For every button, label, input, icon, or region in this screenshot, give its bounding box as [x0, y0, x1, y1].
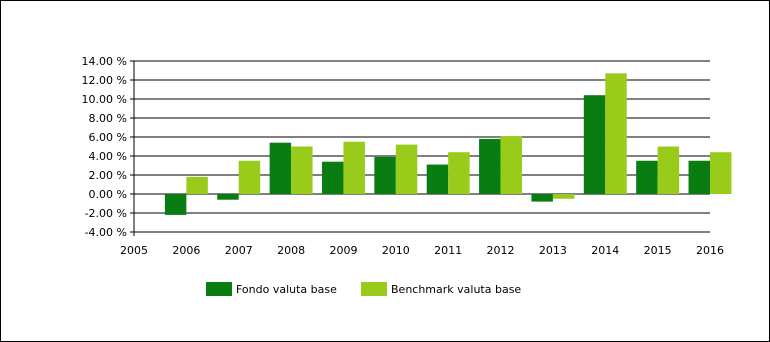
y-tick-labels: -4.00 % -2.00 % 0.00 % 2.00 % 4.00 % 6.00 % 8.…	[82, 55, 127, 239]
x-tick-label: 2005	[120, 244, 148, 257]
legend-swatch-fondo	[206, 282, 232, 296]
bar-benchmark-2006	[186, 176, 208, 194]
bar-benchmark-2015	[657, 146, 680, 194]
x-tick-label: 2016	[696, 244, 724, 257]
x-tick-label: 2012	[487, 244, 515, 257]
x-tick-label: 2006	[172, 244, 200, 257]
bar-fondo-2006	[164, 194, 187, 215]
bar-benchmark-2007	[238, 160, 261, 194]
x-tick-label: 2013	[539, 244, 567, 257]
bar-benchmark-2008	[291, 146, 313, 194]
bar-benchmark-2013	[552, 194, 575, 199]
legend-label-fondo: Fondo valuta base	[236, 283, 337, 296]
legend: Fondo valuta base Benchmark valuta base	[206, 282, 521, 296]
bar-benchmark-2011	[448, 152, 470, 194]
bar-fondo-2007	[217, 194, 239, 200]
x-tick-label: 2014	[591, 244, 619, 257]
y-tick-label: -2.00 %	[85, 207, 127, 220]
x-tick-label: 2011	[434, 244, 462, 257]
y-tick-label: 12.00 %	[82, 74, 127, 87]
y-tick-label: 4.00 %	[89, 150, 127, 163]
bar-benchmark-2009	[343, 141, 365, 194]
bar-fondo-2010	[374, 156, 396, 194]
y-tick-label: 6.00 %	[89, 131, 127, 144]
y-tick-label: 0.00 %	[89, 188, 127, 201]
x-tick-label: 2015	[644, 244, 672, 257]
y-tick-label: 14.00 %	[82, 55, 127, 68]
legend-label-benchmark: Benchmark valuta base	[391, 283, 521, 296]
x-tick-label: 2007	[225, 244, 253, 257]
y-tick-label: -4.00 %	[85, 226, 127, 239]
bar-fondo-2011	[426, 164, 449, 194]
bar-benchmark-2010	[395, 144, 418, 194]
bars	[164, 73, 732, 215]
x-tick-labels: 2005 2006 2007 2008 2009 2010 2011 2012 2013 2014…	[120, 244, 724, 257]
bar-fondo-2012	[479, 138, 501, 194]
bar-fondo-2008	[269, 142, 292, 194]
y-tick-label: 8.00 %	[89, 112, 127, 125]
bar-fondo-2015	[636, 160, 658, 194]
bar-benchmark-2014	[605, 73, 627, 194]
x-tick-label: 2010	[382, 244, 410, 257]
axes	[130, 60, 710, 236]
x-tick-label: 2009	[329, 244, 357, 257]
bar-fondo-2013	[531, 194, 553, 202]
bar-benchmark-2012	[500, 136, 523, 194]
bar-fondo-2009	[321, 161, 344, 194]
y-tick-label: 10.00 %	[82, 93, 127, 106]
bar-fondo-2014	[583, 95, 606, 194]
x-tick-label: 2008	[277, 244, 305, 257]
y-tick-label: 2.00 %	[89, 169, 127, 182]
bar-fondo-2016	[688, 160, 710, 194]
bar-benchmark-2016	[710, 152, 732, 194]
legend-swatch-benchmark	[361, 282, 387, 296]
